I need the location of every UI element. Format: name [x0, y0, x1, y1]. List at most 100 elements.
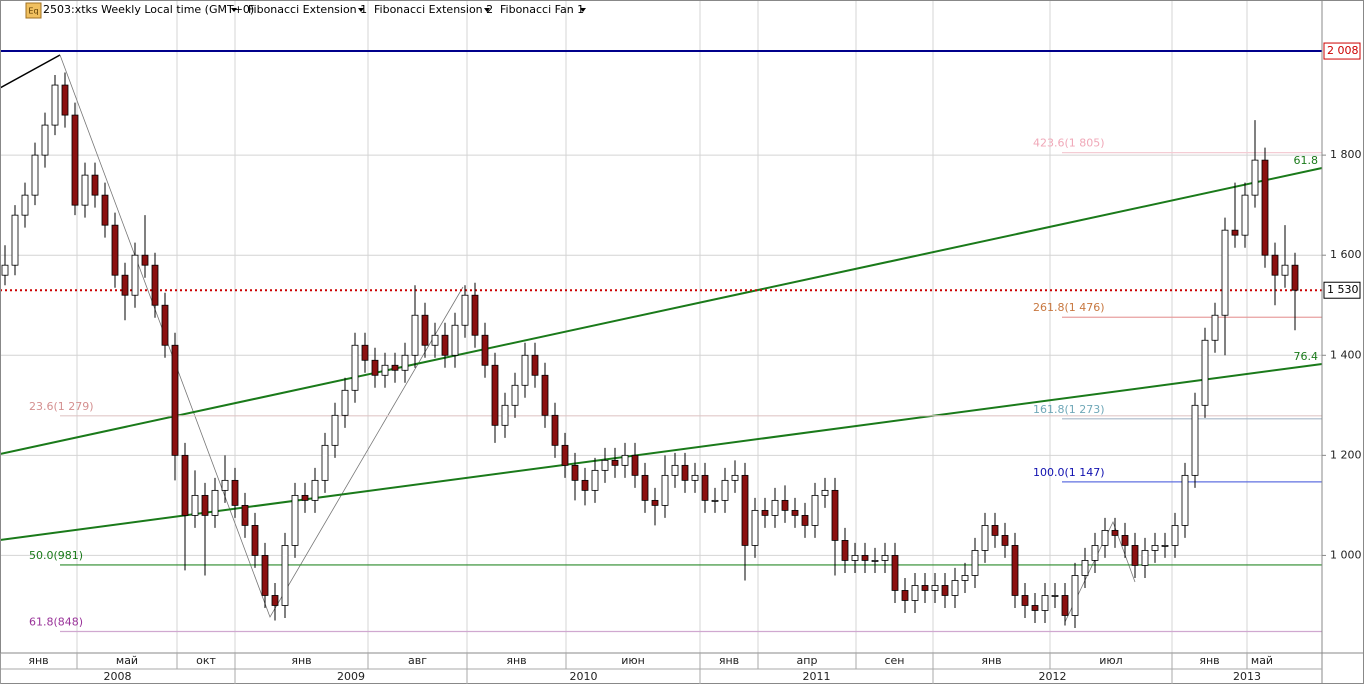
price-box — [1323, 42, 1361, 60]
fib-label: 61.8(848) — [29, 615, 83, 628]
candle-body — [631, 454, 639, 476]
candle-body — [641, 474, 649, 501]
candle-body — [471, 294, 479, 336]
dropdown-arrow[interactable] — [358, 8, 364, 12]
candle-body — [221, 479, 229, 491]
candle-body — [1041, 595, 1049, 611]
tool[interactable]: Fibonacci Fan 1 — [500, 3, 584, 16]
fib-label: 100.0(1 147) — [1033, 466, 1105, 479]
candle-body — [831, 489, 839, 541]
candle-body — [1061, 595, 1069, 616]
candle-body — [541, 374, 549, 416]
candle-body — [791, 509, 799, 516]
x-tick-label: сен — [884, 654, 904, 667]
candle-body — [771, 499, 779, 516]
x-tick-label: янв — [1199, 654, 1219, 667]
fib-label: 261.8(1 476) — [1033, 301, 1105, 314]
candle-body — [441, 334, 449, 356]
candle-body — [591, 469, 599, 491]
x-tick-label: янв — [506, 654, 526, 667]
candle-body — [21, 194, 29, 216]
x-tick-label: май — [1251, 654, 1273, 667]
candle-body — [111, 224, 119, 276]
candle-body — [171, 344, 179, 456]
candle-body — [971, 550, 979, 576]
candle-body — [201, 494, 209, 516]
candle-body — [71, 114, 79, 206]
candle-body — [291, 494, 299, 546]
x-tick-label: авг — [408, 654, 427, 667]
candle-body — [801, 514, 809, 526]
candle-body — [1171, 525, 1179, 546]
candle-body — [751, 509, 759, 546]
price-label: 1 530 — [1327, 283, 1359, 296]
candle-body — [991, 525, 999, 536]
candle-body — [611, 459, 619, 466]
candle-body — [211, 489, 219, 516]
candle-body — [241, 504, 249, 526]
candle-body — [901, 590, 909, 601]
candle-body — [921, 585, 929, 591]
candle-body — [261, 555, 269, 596]
x-tick-label: июл — [1099, 654, 1122, 667]
candle-body — [11, 214, 19, 266]
toolbar: Eq 2503:xtks Weekly Local time (GMT+0) F… — [25, 2, 586, 19]
candle-body — [861, 555, 869, 561]
candle-body — [81, 174, 89, 206]
tool[interactable]: Fibonacci Extension 1 — [248, 3, 367, 16]
candle-body — [431, 334, 439, 346]
y-tick-label: 1 000 — [1330, 548, 1362, 561]
icon[interactable] — [25, 2, 42, 19]
x-tick-label: янв — [291, 654, 311, 667]
candle-body — [1151, 545, 1159, 551]
candle-body — [1241, 194, 1249, 236]
candle-body — [961, 575, 969, 581]
candle-body — [1261, 159, 1269, 256]
candle-body — [61, 84, 69, 116]
candle-body — [741, 474, 749, 546]
candle-body — [351, 344, 359, 391]
candle-body — [461, 294, 469, 326]
dropdown-arrow[interactable] — [580, 8, 586, 12]
fib-ext-2-path — [1064, 520, 1136, 623]
fan-line — [0, 363, 1323, 541]
candle-body — [401, 354, 409, 371]
x-tick-label: июн — [621, 654, 645, 667]
tool[interactable]: Fibonacci Extension 2 — [374, 3, 493, 16]
drawings — [0, 50, 1323, 633]
candle-body — [151, 264, 159, 306]
candle-body — [851, 555, 859, 561]
year-label: 2010 — [570, 670, 598, 683]
y-tick-label: 1 200 — [1330, 448, 1362, 461]
candle-body — [951, 580, 959, 596]
candle-body — [571, 464, 579, 481]
candle-body — [881, 555, 889, 561]
candle-body — [711, 499, 719, 502]
y-tick-label: 1 600 — [1330, 248, 1362, 261]
candle-body — [1161, 545, 1169, 547]
dropdown-arrow[interactable] — [484, 8, 490, 12]
candle-body — [871, 560, 879, 562]
candle-body — [231, 479, 239, 506]
candle-body — [781, 499, 789, 511]
candle-body — [251, 525, 259, 556]
candle-body — [621, 454, 629, 466]
candle-body — [511, 384, 519, 406]
dropdown-arrow[interactable] — [231, 8, 237, 12]
fib-ext-1-path — [59, 54, 464, 618]
candle-body — [321, 444, 329, 481]
candle-body — [391, 364, 399, 371]
candle-body — [451, 324, 459, 356]
candle-body — [1021, 595, 1029, 606]
candle-body — [1181, 474, 1189, 526]
candle-body — [411, 314, 419, 356]
x-tick-label: янв — [28, 654, 48, 667]
symbol[interactable]: 2503:xtks Weekly Local time (GMT+0) — [43, 3, 254, 16]
candle-body — [1141, 550, 1149, 566]
year-label: 2011 — [803, 670, 831, 683]
candle-body — [1191, 404, 1199, 476]
candle-body — [481, 334, 489, 366]
candle-body — [301, 494, 309, 501]
year-label: 2009 — [337, 670, 365, 683]
